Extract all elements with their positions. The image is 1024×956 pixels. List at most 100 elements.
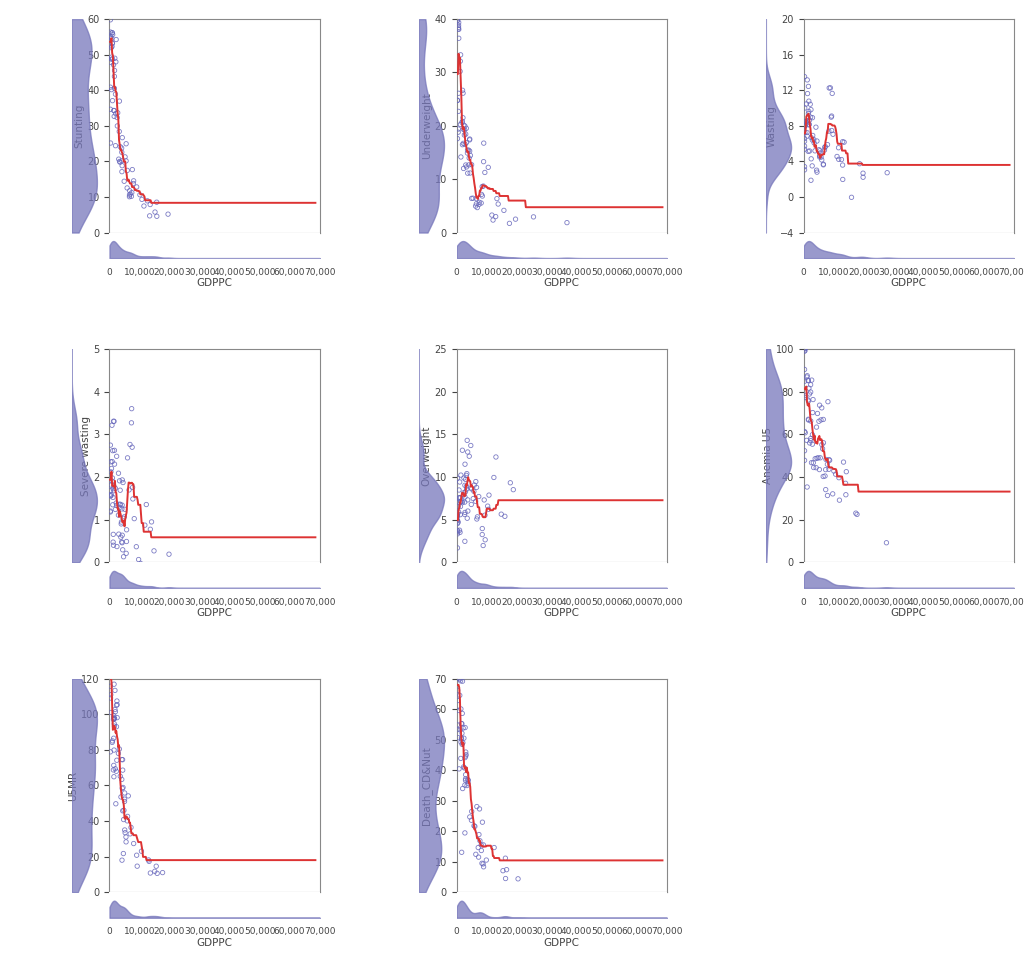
Point <box>830 141 847 156</box>
Point <box>148 858 165 874</box>
Point <box>799 114 815 129</box>
Point <box>136 198 153 213</box>
Point <box>106 719 123 734</box>
Point <box>457 533 473 549</box>
Point <box>460 504 476 519</box>
Point <box>815 435 831 450</box>
Point <box>797 443 813 458</box>
Point <box>102 31 119 46</box>
Point <box>809 406 825 422</box>
Point <box>835 134 851 149</box>
Point <box>815 157 831 172</box>
Point <box>102 79 119 95</box>
Point <box>820 462 837 477</box>
Point <box>102 640 119 655</box>
Point <box>456 161 472 176</box>
Point <box>807 143 823 159</box>
Point <box>117 785 133 800</box>
Point <box>467 818 483 834</box>
Point <box>462 165 478 181</box>
Point <box>805 455 821 470</box>
Point <box>460 776 476 792</box>
Y-axis label: Underweight: Underweight <box>422 93 432 160</box>
Point <box>102 690 119 706</box>
Point <box>459 135 475 150</box>
Point <box>114 771 130 787</box>
Point <box>102 489 119 504</box>
Point <box>104 497 121 512</box>
Point <box>118 835 134 850</box>
Point <box>452 722 468 737</box>
Point <box>495 863 511 879</box>
Point <box>458 749 474 764</box>
Point <box>115 475 131 490</box>
Point <box>451 21 467 36</box>
Point <box>830 470 847 486</box>
Point <box>138 497 155 512</box>
Point <box>450 509 466 524</box>
Point <box>148 194 165 209</box>
Point <box>474 527 490 542</box>
Point <box>802 435 818 450</box>
Point <box>451 761 467 776</box>
Point <box>105 478 122 493</box>
Point <box>817 482 834 497</box>
Point <box>450 524 466 539</box>
Point <box>129 858 145 874</box>
Point <box>823 108 840 123</box>
Point <box>823 123 840 139</box>
Point <box>124 162 140 177</box>
Point <box>465 190 481 206</box>
Point <box>116 803 132 818</box>
Point <box>808 460 824 475</box>
Point <box>106 63 123 78</box>
Point <box>801 393 817 408</box>
Point <box>454 726 470 741</box>
Point <box>105 0 122 6</box>
Point <box>798 335 814 350</box>
Point <box>104 733 121 749</box>
Point <box>819 488 836 503</box>
Point <box>109 764 125 779</box>
Point <box>452 671 468 686</box>
Point <box>803 151 819 166</box>
Point <box>117 793 133 809</box>
Point <box>115 511 131 526</box>
Point <box>114 497 130 512</box>
Point <box>105 667 122 683</box>
Point <box>471 801 487 816</box>
Point <box>112 139 128 154</box>
Point <box>112 483 128 498</box>
Point <box>133 843 150 858</box>
Point <box>454 716 470 731</box>
Point <box>808 163 824 178</box>
Point <box>474 521 490 536</box>
Point <box>450 648 466 663</box>
Point <box>797 141 813 157</box>
Point <box>510 871 526 886</box>
Point <box>112 496 128 511</box>
Y-axis label: Severe wasting: Severe wasting <box>81 416 91 495</box>
Point <box>836 454 852 469</box>
Point <box>468 493 484 509</box>
Point <box>145 543 162 558</box>
Point <box>799 125 815 141</box>
Point <box>105 710 122 726</box>
Point <box>116 174 132 189</box>
Point <box>838 464 854 479</box>
Y-axis label: Wasting: Wasting <box>767 105 777 147</box>
Point <box>105 483 122 498</box>
Y-axis label: Anemia U5: Anemia U5 <box>763 427 773 484</box>
Point <box>460 142 476 158</box>
Point <box>525 209 542 225</box>
Point <box>108 138 124 153</box>
Point <box>477 532 494 548</box>
Point <box>453 467 469 483</box>
Point <box>459 145 475 161</box>
Point <box>450 499 466 514</box>
Point <box>811 462 827 477</box>
Point <box>450 523 466 538</box>
Point <box>838 488 854 503</box>
Point <box>114 781 130 796</box>
Point <box>106 683 123 698</box>
